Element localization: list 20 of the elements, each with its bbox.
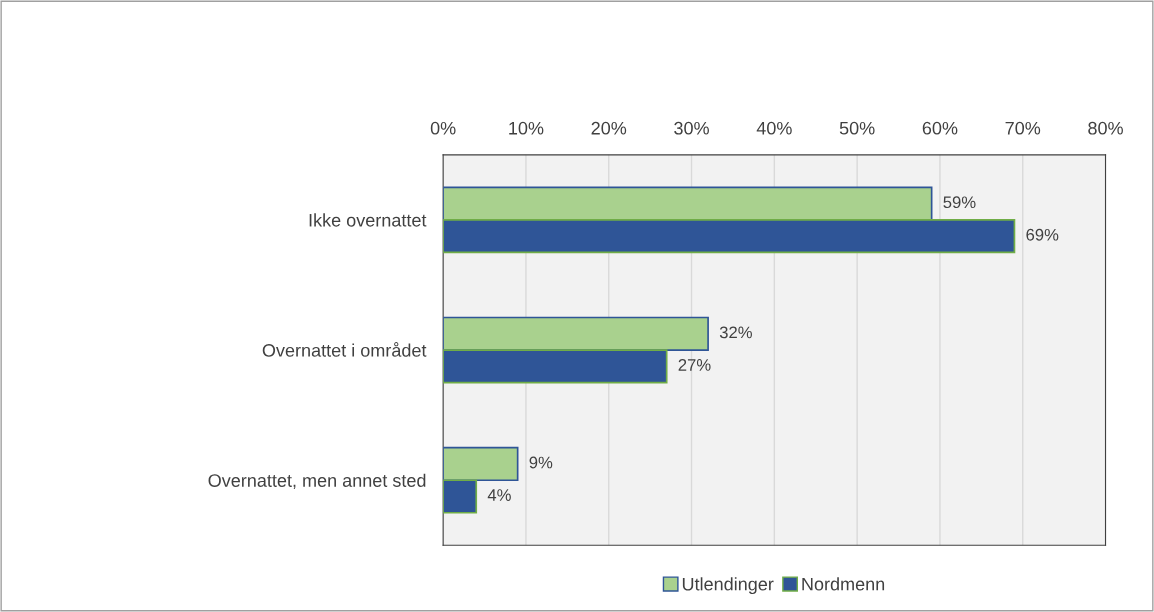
data-label: 4% xyxy=(487,489,511,501)
data-label: 69% xyxy=(1026,228,1059,241)
data-label: 32% xyxy=(719,326,752,339)
y-tick-label: Overnattet, men annet sted xyxy=(208,473,426,490)
legend-label: Nordmenn xyxy=(802,577,885,591)
x-tick-label: 30% xyxy=(674,121,709,135)
x-tick-label: 20% xyxy=(591,121,627,135)
x-tick-label: 70% xyxy=(1005,121,1041,135)
x-tick-label: 50% xyxy=(839,121,875,135)
data-label: 59% xyxy=(943,196,976,209)
y-tick-label: Overnattet i området xyxy=(262,342,427,357)
data-label: 9% xyxy=(529,456,553,469)
data-label: 27% xyxy=(678,359,711,371)
x-tick-label: 80% xyxy=(1088,121,1123,135)
x-tick-label: 60% xyxy=(922,121,958,135)
x-tick-label: 10% xyxy=(509,121,544,135)
legend-label: Utlendinger xyxy=(682,577,774,595)
y-tick-label: Ikke overnattet xyxy=(309,213,427,227)
x-tick-label: 40% xyxy=(756,121,792,135)
x-tick-label: 0% xyxy=(430,121,456,135)
